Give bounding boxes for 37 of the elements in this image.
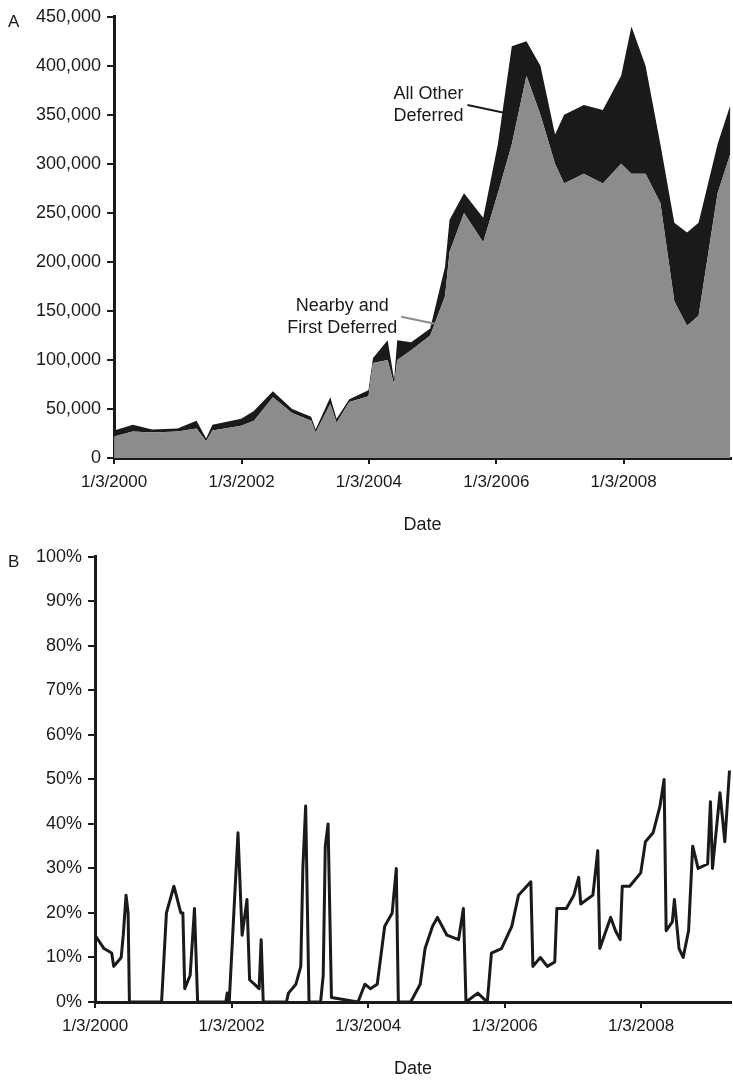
y-tick-label: 80% bbox=[46, 634, 83, 655]
y-tick-label: 0% bbox=[56, 990, 83, 1011]
x-tick-label: 1/3/2006 bbox=[463, 471, 530, 491]
x-tick-label: 1/3/2006 bbox=[471, 1015, 538, 1035]
x-tick-label: 1/3/2008 bbox=[590, 471, 657, 491]
y-tick-label: 400,000 bbox=[35, 54, 102, 75]
x-tick-label: 1/3/2004 bbox=[334, 1015, 402, 1035]
text: A bbox=[8, 12, 20, 32]
text: B bbox=[8, 552, 20, 572]
y-tick-label: 0 bbox=[91, 446, 102, 467]
y-tick-label: 200,000 bbox=[35, 250, 102, 271]
y-tick-label: 100% bbox=[35, 545, 83, 566]
x-tick-label: 1/3/2002 bbox=[208, 471, 275, 491]
y-tick-label: 10% bbox=[46, 946, 83, 967]
y-tick-label: 100,000 bbox=[35, 348, 102, 369]
x-axis-title: Date bbox=[394, 1058, 433, 1079]
y-tick-label: 90% bbox=[46, 590, 83, 611]
legend-label: Nearby and First Deferred bbox=[287, 294, 398, 337]
y-tick-label: 50% bbox=[46, 768, 83, 789]
y-tick-label: 150,000 bbox=[35, 299, 102, 320]
legend-label: All Other Deferred bbox=[393, 83, 464, 126]
x-tick-label: 1/3/2002 bbox=[198, 1015, 265, 1035]
y-tick-label: 300,000 bbox=[35, 152, 102, 173]
x-tick-label: 1/3/2000 bbox=[80, 471, 148, 491]
y-tick-label: 70% bbox=[46, 679, 83, 700]
x-axis-title: Date bbox=[403, 514, 442, 535]
y-tick-label: 450,000 bbox=[35, 5, 102, 26]
y-tick-label: 250,000 bbox=[35, 201, 102, 222]
y-tick-label: 350,000 bbox=[35, 103, 102, 124]
x-tick-label: 1/3/2004 bbox=[335, 471, 402, 491]
x-tick-label: 1/3/2000 bbox=[61, 1015, 129, 1035]
y-tick-label: 50,000 bbox=[46, 397, 102, 418]
y-tick-label: 20% bbox=[46, 901, 83, 922]
y-tick-label: 30% bbox=[46, 857, 83, 878]
y-tick-label: 60% bbox=[46, 723, 83, 744]
x-tick-label: 1/3/2008 bbox=[608, 1015, 675, 1035]
y-tick-label: 40% bbox=[46, 812, 83, 833]
